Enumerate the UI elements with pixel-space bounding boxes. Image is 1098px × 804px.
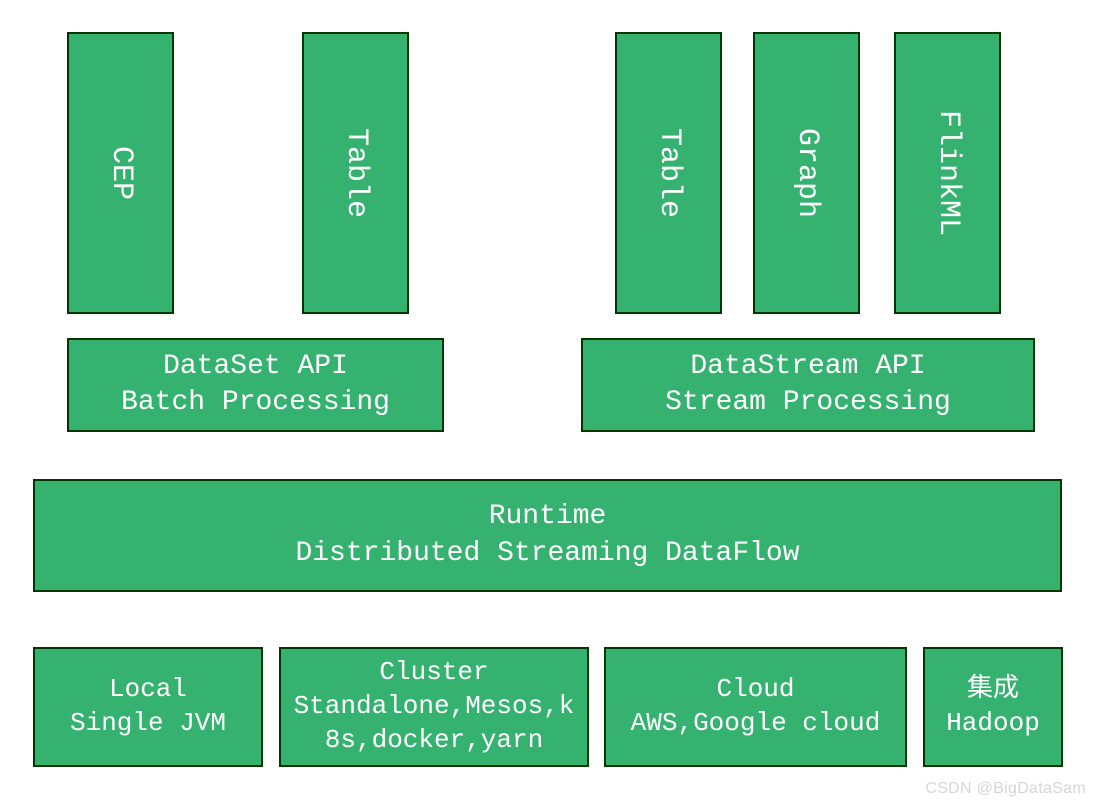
- top-box-graph: Graph: [753, 32, 860, 314]
- label: Table: [649, 128, 688, 218]
- line2: Single JVM: [70, 707, 226, 741]
- line1: Cloud: [716, 673, 794, 707]
- top-box-cep: CEP: [67, 32, 174, 314]
- line1: Cluster: [379, 656, 488, 690]
- datastream-api-box: DataStream API Stream Processing: [581, 338, 1035, 432]
- label: Graph: [787, 128, 826, 218]
- deploy-cloud-box: Cloud AWS,Google cloud: [604, 647, 907, 767]
- line2: Hadoop: [946, 707, 1040, 741]
- top-box-table-2: Table: [615, 32, 722, 314]
- label: CEP: [101, 146, 140, 200]
- line1: Runtime: [489, 499, 607, 535]
- line1: DataSet API: [163, 349, 348, 385]
- deploy-hadoop-box: 集成 Hadoop: [923, 647, 1063, 767]
- line2: Stream Processing: [665, 385, 951, 421]
- label: FlinkML: [928, 110, 967, 236]
- dataset-api-box: DataSet API Batch Processing: [67, 338, 444, 432]
- line3: 8s,docker,yarn: [325, 724, 543, 758]
- top-box-table-1: Table: [302, 32, 409, 314]
- label: Table: [336, 128, 375, 218]
- deploy-local-box: Local Single JVM: [33, 647, 263, 767]
- top-box-flinkml: FlinkML: [894, 32, 1001, 314]
- line1: Local: [109, 673, 187, 707]
- watermark-text: CSDN @BigDataSam: [925, 780, 1086, 798]
- line1: 集成: [967, 673, 1019, 707]
- deploy-cluster-box: Cluster Standalone,Mesos,k 8s,docker,yar…: [279, 647, 589, 767]
- line2: Batch Processing: [121, 385, 390, 421]
- runtime-box: Runtime Distributed Streaming DataFlow: [33, 479, 1062, 592]
- line2: Distributed Streaming DataFlow: [295, 536, 799, 572]
- line2: AWS,Google cloud: [631, 707, 881, 741]
- line1: DataStream API: [690, 349, 925, 385]
- line2: Standalone,Mesos,k: [294, 690, 575, 724]
